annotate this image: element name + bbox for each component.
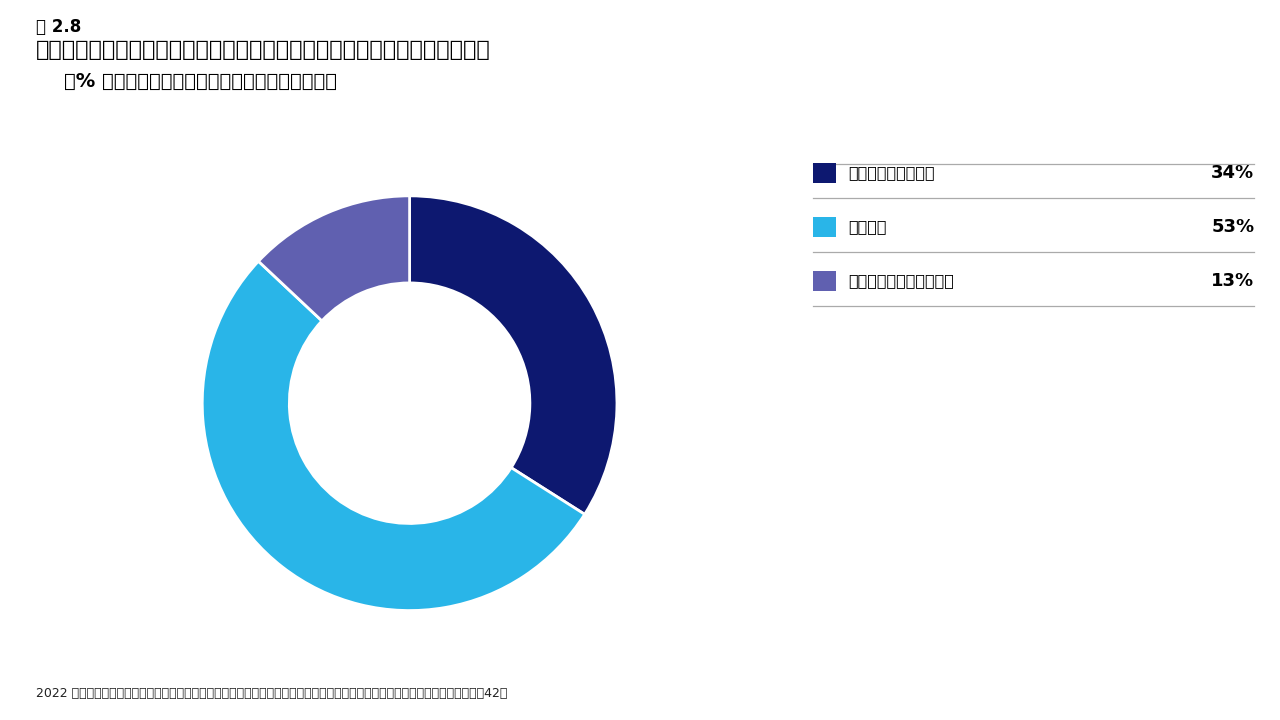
Wedge shape bbox=[259, 196, 410, 321]
Text: 13%: 13% bbox=[1211, 271, 1254, 289]
Text: 53%: 53% bbox=[1211, 217, 1254, 235]
Wedge shape bbox=[410, 196, 617, 514]
Wedge shape bbox=[202, 261, 585, 611]
Text: （% 引用、ソブリン・ウェルス・ファンドのみ）: （% 引用、ソブリン・ウェルス・ファンドのみ） bbox=[64, 72, 337, 91]
Text: 変化なし: 変化なし bbox=[849, 220, 887, 234]
Text: 34%: 34% bbox=[1211, 163, 1254, 181]
Text: 2022 年の上場市場における価格調整は、プライベート・エクイティに対する投資意欲に影響を与えましたか？に対する回答数：42。: 2022 年の上場市場における価格調整は、プライベート・エクイティに対する投資意… bbox=[36, 687, 507, 700]
Text: 図 2.8: 図 2.8 bbox=[36, 18, 81, 36]
Text: より魅力的でなくなった: より魅力的でなくなった bbox=[849, 274, 955, 288]
Text: より魅力的となった: より魅力的となった bbox=[849, 166, 936, 180]
Text: 上場市場における価格調整がプライベート・エクイティの魅力に与える影響: 上場市場における価格調整がプライベート・エクイティの魅力に与える影響 bbox=[36, 40, 490, 60]
